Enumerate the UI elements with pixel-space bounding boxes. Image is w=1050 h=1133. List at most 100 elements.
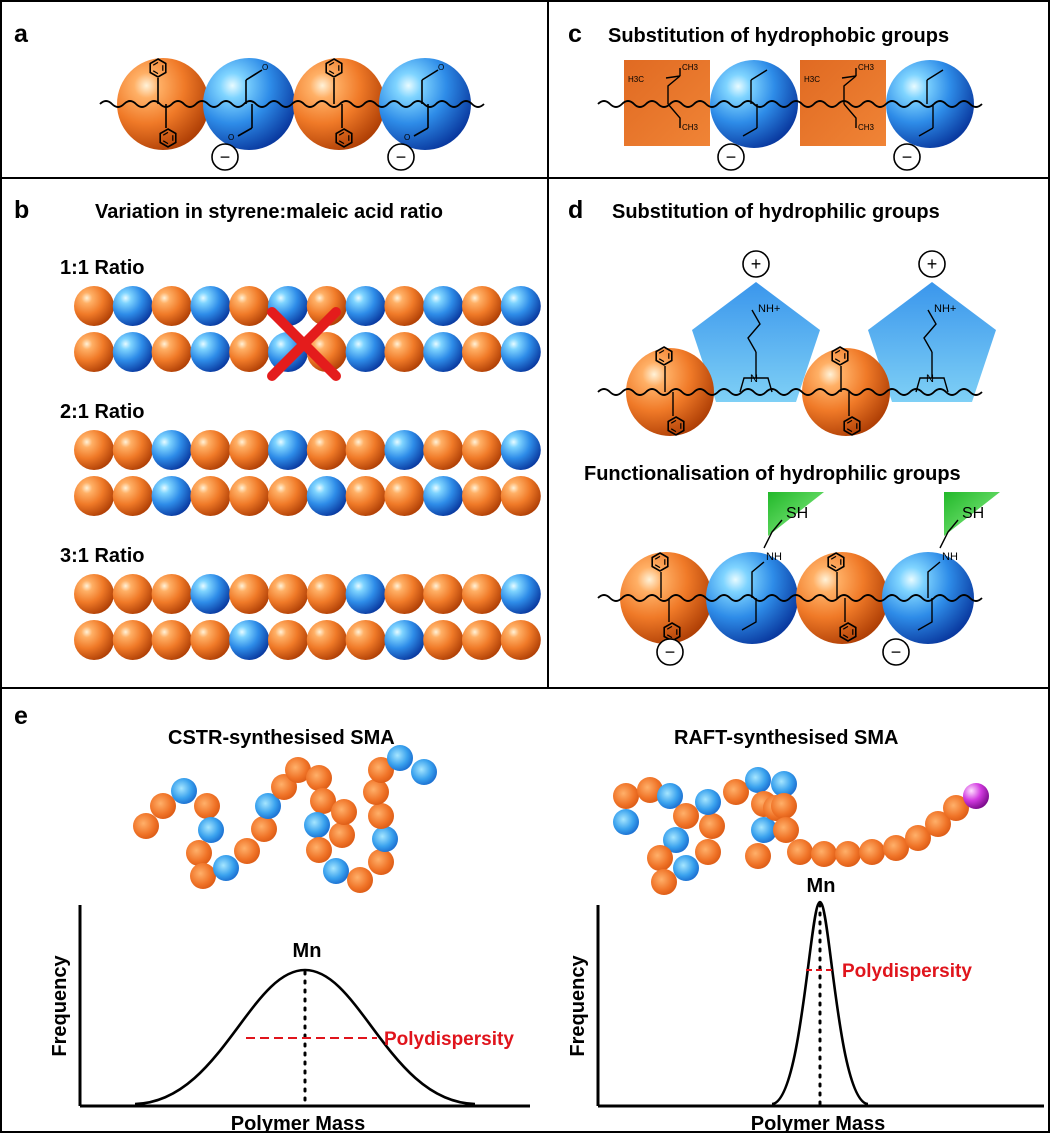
styrene-bead <box>151 574 192 614</box>
ratio-bead-rows <box>74 286 541 660</box>
panel-label-a: a <box>14 20 29 48</box>
styrene-bead <box>229 574 270 614</box>
styrene-bead <box>190 476 231 516</box>
styrene-bead <box>368 849 394 875</box>
styrene-bead <box>112 476 153 516</box>
maleic-acid-bead <box>306 476 347 516</box>
amide-label: NH <box>942 551 958 563</box>
styrene-bead <box>773 817 799 843</box>
maleic-acid-bead <box>657 783 683 809</box>
charge-symbol: + <box>927 254 938 274</box>
distribution-curve <box>771 900 869 1106</box>
polydispersity-label: Polydispersity <box>384 1029 514 1050</box>
panel-e-right-title: RAFT-synthesised SMA <box>674 727 898 749</box>
maleic-acid-bead <box>268 430 308 470</box>
maleic-acid-bead <box>190 574 231 614</box>
styrene-bead <box>368 757 394 783</box>
cstr-polymer-chain <box>133 745 437 893</box>
carboxylate-label: O <box>262 63 268 72</box>
panel-b-title: Variation in styrene:maleic acid ratio <box>95 201 443 223</box>
styrene-bead <box>620 552 712 644</box>
maleic-acid-bead <box>673 855 699 881</box>
maleic-acid-bead <box>151 476 192 516</box>
mn-label: Mn <box>807 875 836 897</box>
styrene-bead <box>771 793 797 819</box>
negative-charge-icon <box>656 638 684 666</box>
panel-label-e: e <box>14 702 28 730</box>
amine-label: NH+ <box>934 303 956 315</box>
styrene-bead <box>462 332 502 372</box>
styrene-bead <box>384 286 425 326</box>
maleic-acid-bead <box>384 430 425 470</box>
ratio-label-2: 2:1 Ratio <box>60 401 144 423</box>
panel-label-b: b <box>14 196 29 224</box>
styrene-bead <box>462 620 502 660</box>
methyl-label: CH3 <box>682 63 699 72</box>
styrene-bead <box>331 799 357 825</box>
thiol-label: SH <box>962 505 984 522</box>
maleic-acid-bead <box>323 858 349 884</box>
charge-symbol: − <box>726 147 737 167</box>
styrene-bead <box>462 430 502 470</box>
thiol-triangle <box>768 492 824 536</box>
hydrophilic-substitution-structure: NH+ NH+ N N + + <box>597 250 996 436</box>
maleic-acid-bead <box>190 286 231 326</box>
styrene-bead <box>745 843 771 869</box>
panel-c-title: Substitution of hydrophobic groups <box>608 25 949 47</box>
maleic-acid-bead <box>345 332 386 372</box>
styrene-bead <box>796 552 888 644</box>
maleic-acid-bead <box>500 430 541 470</box>
styrene-bead <box>190 430 231 470</box>
maleic-acid-bead <box>423 332 464 372</box>
styrene-bead <box>112 430 153 470</box>
maleic-acid-bead <box>112 332 153 372</box>
methyl-label: H3C <box>628 75 644 84</box>
styrene-bead <box>190 620 231 660</box>
sma-structure: O O O O − − <box>99 58 485 171</box>
charge-symbol: − <box>902 147 913 167</box>
styrene-bead <box>229 332 270 372</box>
styrene-bead <box>811 841 837 867</box>
styrene-bead <box>74 620 114 660</box>
styrene-bead <box>423 620 464 660</box>
maleic-acid-bead <box>613 809 639 835</box>
styrene-bead <box>699 813 725 839</box>
styrene-bead <box>251 816 277 842</box>
maleic-acid-bead <box>423 476 464 516</box>
maleic-acid-bead <box>190 332 231 372</box>
styrene-bead <box>306 837 332 863</box>
maleic-acid-bead <box>151 430 192 470</box>
ratio-label-3: 3:1 Ratio <box>60 545 144 567</box>
charge-symbol: − <box>220 147 231 167</box>
styrene-bead <box>500 476 541 516</box>
styrene-bead <box>150 793 176 819</box>
styrene-bead <box>345 620 386 660</box>
styrene-bead <box>723 779 749 805</box>
negative-charge-icon <box>211 143 239 171</box>
charge-symbol: − <box>396 147 407 167</box>
styrene-bead <box>74 574 114 614</box>
maleic-acid-bead <box>345 286 386 326</box>
maleic-acid-bead <box>255 793 281 819</box>
distribution-curve <box>134 968 476 1106</box>
styrene-bead <box>384 332 425 372</box>
amine-pentagon <box>692 282 820 402</box>
maleic-acid-bead <box>229 620 270 660</box>
panel-d-subtitle: Functionalisation of hydrophilic groups <box>584 463 961 485</box>
methyl-label: H3C <box>804 75 820 84</box>
styrene-bead <box>363 779 389 805</box>
carboxylate-label: O <box>228 133 234 142</box>
raft-polymer-chain <box>613 767 989 895</box>
maleic-acid-bead <box>695 789 721 815</box>
maleic-acid-bead <box>112 286 153 326</box>
styrene-bead <box>943 795 969 821</box>
carboxylate-label: O <box>438 63 444 72</box>
maleic-acid-bead <box>411 759 437 785</box>
charge-symbol: + <box>751 254 762 274</box>
maleic-acid-bead <box>500 332 541 372</box>
charge-symbol: − <box>891 642 902 662</box>
cstr-distribution-plot: Mn Polydispersity Polymer Mass Frequency <box>49 905 530 1133</box>
styrene-bead <box>500 620 541 660</box>
